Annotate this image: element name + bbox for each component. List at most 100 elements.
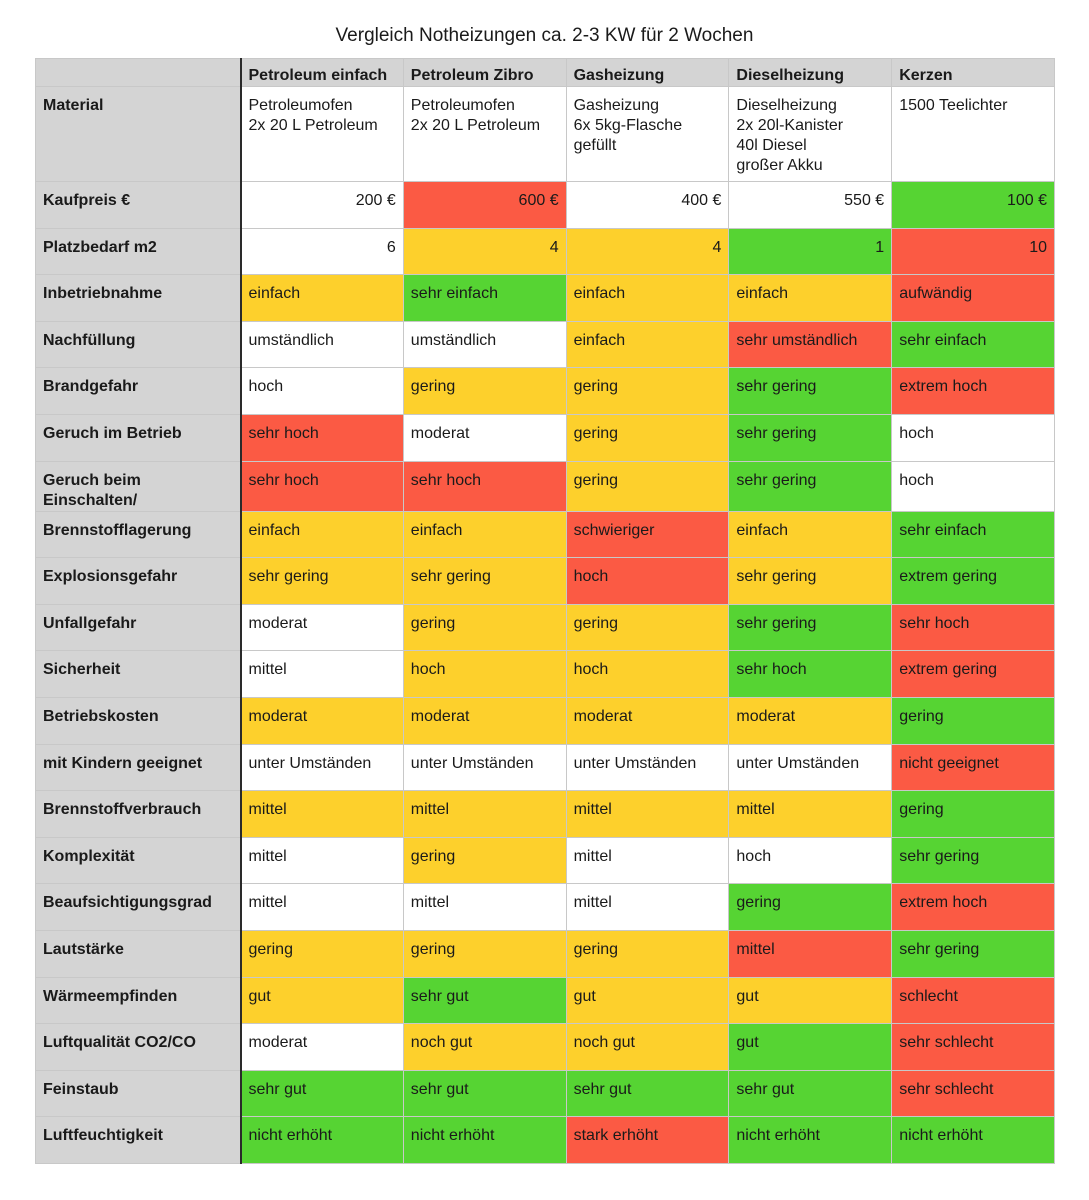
- rating-cell: schlecht: [891, 976, 1055, 1025]
- rating-cell: extrem gering: [891, 650, 1055, 698]
- rating-cell: sehr schlecht: [891, 1069, 1055, 1118]
- rating-cell: sehr gut: [402, 1069, 567, 1118]
- column-header: Petroleum Zibro: [402, 58, 567, 87]
- table-row: mit Kindern geeignet unter Umständen unter…: [35, 743, 1055, 792]
- rating-cell: gut: [239, 976, 404, 1025]
- row-label: Luftqualität CO2/CO: [35, 1023, 241, 1071]
- row-label: Brennstoffverbrauch: [35, 790, 241, 838]
- rating-cell: umständlich: [402, 320, 567, 369]
- rating-cell: sehr gut: [728, 1069, 893, 1118]
- row-label: Explosionsgefahr: [35, 557, 241, 605]
- material-cell: 1500 Teelichter: [891, 86, 1055, 182]
- rating-cell: unter Umständen: [402, 743, 567, 792]
- table-row: Betriebskosten moderat moderat moderat moder…: [35, 696, 1055, 745]
- rating-cell: gering: [891, 790, 1055, 838]
- rating-cell: hoch: [891, 413, 1055, 462]
- row-label: Betriebskosten: [35, 696, 241, 745]
- rating-cell: hoch: [728, 836, 893, 885]
- cell-text: 40l Diesel: [736, 137, 807, 154]
- rating-cell: 6: [239, 227, 404, 276]
- row-label: Feinstaub: [35, 1069, 241, 1118]
- rating-cell: moderat: [239, 696, 404, 745]
- column-header: Kerzen: [891, 58, 1055, 87]
- rating-cell: mittel: [239, 836, 404, 885]
- table-row: Brennstofflagerung einfach einfach schwieri…: [35, 510, 1055, 559]
- rating-cell: sehr gut: [402, 976, 567, 1025]
- rating-cell: noch gut: [565, 1023, 730, 1071]
- table-row: Feinstaub sehr gut sehr gut sehr gut sehr gu…: [35, 1069, 1055, 1118]
- rating-cell: 100 €: [891, 181, 1055, 229]
- rating-cell: moderat: [402, 413, 567, 462]
- table-row: Explosionsgefahr sehr gering sehr gering ho…: [35, 557, 1055, 605]
- rating-cell: einfach: [239, 510, 404, 559]
- rating-cell: mittel: [402, 883, 567, 931]
- rating-cell: sehr gering: [891, 929, 1055, 978]
- rating-cell: sehr hoch: [239, 413, 404, 462]
- rating-cell: unter Umständen: [728, 743, 893, 792]
- rating-cell: gering: [891, 696, 1055, 745]
- rating-cell: einfach: [565, 274, 730, 322]
- rating-cell: nicht erhöht: [239, 1116, 404, 1164]
- rating-cell: moderat: [239, 1023, 404, 1071]
- row-label: Platzbedarf m2: [35, 227, 241, 276]
- rating-cell: sehr hoch: [239, 460, 404, 512]
- rating-cell: mittel: [728, 790, 893, 838]
- table-row: Geruch beim Einschalten/sehr hoch sehr ho…: [35, 460, 1055, 512]
- rating-cell: sehr gut: [565, 1069, 730, 1118]
- rating-cell: einfach: [728, 510, 893, 559]
- rating-cell: schwieriger: [565, 510, 730, 559]
- rating-cell: mittel: [728, 929, 893, 978]
- rating-cell: umständlich: [239, 320, 404, 369]
- rating-cell: einfach: [402, 510, 567, 559]
- rating-cell: 10: [891, 227, 1055, 276]
- rating-cell: extrem hoch: [891, 367, 1055, 415]
- rating-cell: gering: [565, 413, 730, 462]
- rating-cell: gering: [565, 460, 730, 512]
- rating-cell: 4: [402, 227, 567, 276]
- table-row: Luftqualität CO2/CO moderat noch gut noch g…: [35, 1023, 1055, 1071]
- table-row: Beaufsichtigungsgrad mittel mittel mittel ge…: [35, 883, 1055, 931]
- cell-text: 2x 20l-Kanister: [736, 117, 844, 134]
- table-row: Platzbedarf m2 6 4 4 1 10: [35, 227, 1055, 276]
- row-label: Inbetriebnahme: [35, 274, 241, 322]
- rating-cell: aufwändig: [891, 274, 1055, 322]
- rating-cell: noch gut: [402, 1023, 567, 1071]
- rating-cell: sehr gering: [728, 367, 893, 415]
- column-header: Gasheizung: [565, 58, 730, 87]
- material-cell: Petroleumofen 2x 20 L Petroleum: [402, 86, 567, 182]
- table-row: Wärmeempfinden gut sehr gut gut gut schlecht: [35, 976, 1055, 1025]
- comparison-table: Petroleum einfach Petroleum Zibro Gashei…: [35, 58, 1055, 1164]
- rating-cell: gering: [402, 367, 567, 415]
- cell-text: gefüllt: [573, 137, 617, 154]
- rating-cell: nicht erhöht: [891, 1116, 1055, 1164]
- rating-cell: mittel: [239, 790, 404, 838]
- rating-cell: hoch: [402, 650, 567, 698]
- rating-cell: nicht erhöht: [402, 1116, 567, 1164]
- column-header: Dieselheizung: [728, 58, 893, 87]
- rating-cell: einfach: [239, 274, 404, 322]
- row-label: Kaufpreis €: [35, 181, 241, 229]
- row-label: Unfallgefahr: [35, 603, 241, 652]
- rating-cell: mittel: [402, 790, 567, 838]
- rating-cell: einfach: [728, 274, 893, 322]
- row-label: Lautstärke: [35, 929, 241, 978]
- rating-cell: 550 €: [728, 181, 893, 229]
- row-label: Geruch beim Einschalten/: [35, 460, 241, 512]
- cell-text: großer Akku: [736, 157, 823, 174]
- rating-cell: mittel: [565, 790, 730, 838]
- rating-cell: mittel: [239, 650, 404, 698]
- rating-cell: sehr einfach: [402, 274, 567, 322]
- rating-cell: moderat: [239, 603, 404, 652]
- rating-cell: sehr gering: [728, 413, 893, 462]
- rating-cell: gering: [402, 836, 567, 885]
- rating-cell: sehr schlecht: [891, 1023, 1055, 1071]
- row-label: Nachfüllung: [35, 320, 241, 369]
- table-row: Geruch im Betrieb sehr hoch moderat gering s…: [35, 413, 1055, 462]
- material-cell: Dieselheizung 2x 20l-Kanister 40l Diesel…: [728, 86, 893, 182]
- rating-cell: mittel: [239, 883, 404, 931]
- corner-cell: [35, 58, 241, 87]
- rating-cell: sehr einfach: [891, 510, 1055, 559]
- cell-text: 1500 Teelichter: [899, 97, 1008, 114]
- rating-cell: unter Umständen: [239, 743, 404, 792]
- rating-cell: 4: [565, 227, 730, 276]
